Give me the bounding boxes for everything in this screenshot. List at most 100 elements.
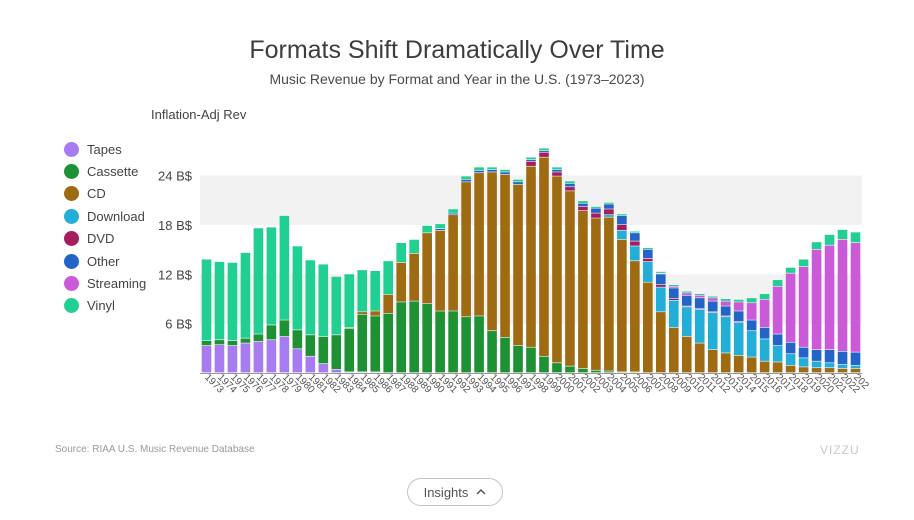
bar-streaming-2021 bbox=[824, 245, 835, 350]
bar-cassette-1996 bbox=[500, 337, 510, 373]
bar-other-1998 bbox=[526, 159, 536, 161]
bar-download-2010 bbox=[681, 307, 692, 337]
bar-cd-1999 bbox=[539, 157, 549, 356]
bar-cassette-1988 bbox=[396, 302, 406, 373]
bar-tapes-1982 bbox=[318, 363, 329, 373]
bar-vinyl-1997 bbox=[513, 179, 523, 182]
bar-cd-1988 bbox=[396, 262, 406, 302]
bar-cd-2003 bbox=[591, 218, 601, 370]
bar-download-2016 bbox=[759, 339, 770, 361]
bar-cassette-2002 bbox=[578, 368, 588, 373]
bar-dvd-2008 bbox=[656, 284, 666, 287]
bar-vinyl-1987 bbox=[383, 261, 394, 295]
bar-vinyl-2020 bbox=[811, 242, 822, 249]
bar-vinyl-1985 bbox=[357, 270, 368, 312]
bar-streaming-2013 bbox=[720, 301, 731, 306]
bar-download-2009 bbox=[668, 300, 679, 328]
bar-other-2019 bbox=[798, 347, 809, 358]
bar-vinyl-1990 bbox=[422, 225, 432, 233]
source-note: Source: RIAA U.S. Music Revenue Database bbox=[55, 444, 255, 455]
bar-download-2012 bbox=[707, 312, 718, 350]
bar-cd-2008 bbox=[656, 312, 666, 373]
legend-item-tapes[interactable]: Tapes bbox=[64, 138, 146, 160]
bar-download-2008 bbox=[656, 287, 666, 312]
bar-cassette-1975 bbox=[227, 340, 238, 346]
legend-item-other[interactable]: Other bbox=[64, 250, 146, 272]
legend-item-cd[interactable]: CD bbox=[64, 183, 146, 205]
bar-cd-2004 bbox=[604, 217, 614, 371]
legend-item-download[interactable]: Download bbox=[64, 205, 146, 227]
bar-vinyl-1989 bbox=[409, 239, 419, 254]
bar-tapes-1977 bbox=[253, 341, 264, 373]
bar-other-2005 bbox=[617, 215, 627, 225]
chart-title: Formats Shift Dramatically Over Time bbox=[249, 36, 665, 64]
bar-vinyl-1978 bbox=[266, 227, 277, 325]
bar-dvd-2001 bbox=[565, 187, 575, 191]
bar-cassette-1986 bbox=[370, 316, 381, 372]
bar-streaming-2014 bbox=[733, 302, 744, 311]
bar-vinyl-2009 bbox=[668, 284, 679, 287]
bar-dvd-1998 bbox=[526, 161, 536, 166]
bar-cd-1987 bbox=[383, 294, 394, 314]
bar-vinyl-1991 bbox=[435, 224, 445, 229]
legend-label: CD bbox=[87, 186, 106, 202]
bar-cd-1994 bbox=[474, 173, 484, 316]
bar-other-2004 bbox=[604, 204, 614, 209]
legend-item-cassette[interactable]: Cassette bbox=[64, 160, 146, 182]
legend-label: Download bbox=[87, 208, 145, 224]
legend-item-streaming[interactable]: Streaming bbox=[64, 272, 146, 294]
bar-cassette-1993 bbox=[461, 317, 471, 373]
bar-vinyl-1993 bbox=[461, 176, 471, 180]
bar-vinyl-1994 bbox=[474, 167, 484, 171]
y-axis-label: Inflation-Adj Rev bbox=[151, 107, 247, 122]
bar-dvd-2005 bbox=[617, 224, 627, 231]
bar-cassette-1989 bbox=[409, 301, 419, 373]
bar-vinyl-2010 bbox=[681, 291, 692, 293]
bar-vinyl-1984 bbox=[344, 274, 355, 328]
bar-cd-1991 bbox=[435, 230, 445, 311]
bar-vinyl-2005 bbox=[617, 214, 627, 216]
bar-cd-1997 bbox=[513, 184, 523, 346]
bar-cd-2023 bbox=[850, 368, 861, 373]
bar-cassette-2003 bbox=[591, 370, 601, 373]
bar-download-2020 bbox=[811, 361, 822, 368]
legend-swatch bbox=[64, 276, 79, 292]
bar-cassette-1983 bbox=[331, 335, 342, 370]
bar-streaming-2012 bbox=[707, 298, 718, 301]
insights-button[interactable]: Insights bbox=[407, 478, 503, 506]
legend-item-vinyl[interactable]: Vinyl bbox=[64, 295, 146, 317]
bar-cassette-1984 bbox=[344, 328, 355, 372]
bar-vinyl-2013 bbox=[720, 298, 731, 301]
bar-streaming-2018 bbox=[785, 273, 796, 342]
bar-dvd-2004 bbox=[604, 209, 614, 215]
bar-cd-2002 bbox=[578, 210, 588, 369]
bar-other-1996 bbox=[500, 172, 510, 175]
bar-vinyl-1979 bbox=[279, 215, 290, 320]
legend: Tapes Cassette CD Download DVD Other Streaming… bbox=[64, 138, 146, 317]
bar-cassette-1978 bbox=[266, 325, 277, 340]
bar-dvd-2007 bbox=[643, 258, 653, 262]
bar-tapes-1981 bbox=[305, 356, 316, 373]
bar-other-1994 bbox=[474, 170, 484, 173]
bar-vinyl-2022 bbox=[837, 229, 848, 240]
bar-cd-2020 bbox=[811, 368, 822, 373]
bar-dvd-2006 bbox=[630, 241, 640, 246]
bar-vinyl-1974 bbox=[214, 261, 225, 340]
bar-other-2012 bbox=[707, 301, 718, 312]
bar-download-2021 bbox=[824, 363, 835, 368]
legend-item-dvd[interactable]: DVD bbox=[64, 228, 146, 250]
bar-vinyl-1976 bbox=[240, 252, 251, 338]
bar-vinyl-2004 bbox=[604, 202, 614, 204]
bar-cd-2010 bbox=[681, 336, 692, 373]
bar-other-1999 bbox=[539, 150, 549, 152]
legend-swatch bbox=[64, 298, 79, 314]
bar-cd-1996 bbox=[500, 174, 510, 338]
bar-vinyl-2012 bbox=[707, 296, 718, 298]
bar-other-2009 bbox=[668, 288, 679, 299]
bar-vinyl-1996 bbox=[500, 169, 510, 172]
bar-other-1997 bbox=[513, 182, 523, 185]
bar-cd-2016 bbox=[759, 361, 770, 373]
bar-vinyl-2017 bbox=[772, 280, 783, 287]
bar-streaming-2010 bbox=[681, 293, 692, 296]
bar-download-2007 bbox=[643, 261, 653, 282]
